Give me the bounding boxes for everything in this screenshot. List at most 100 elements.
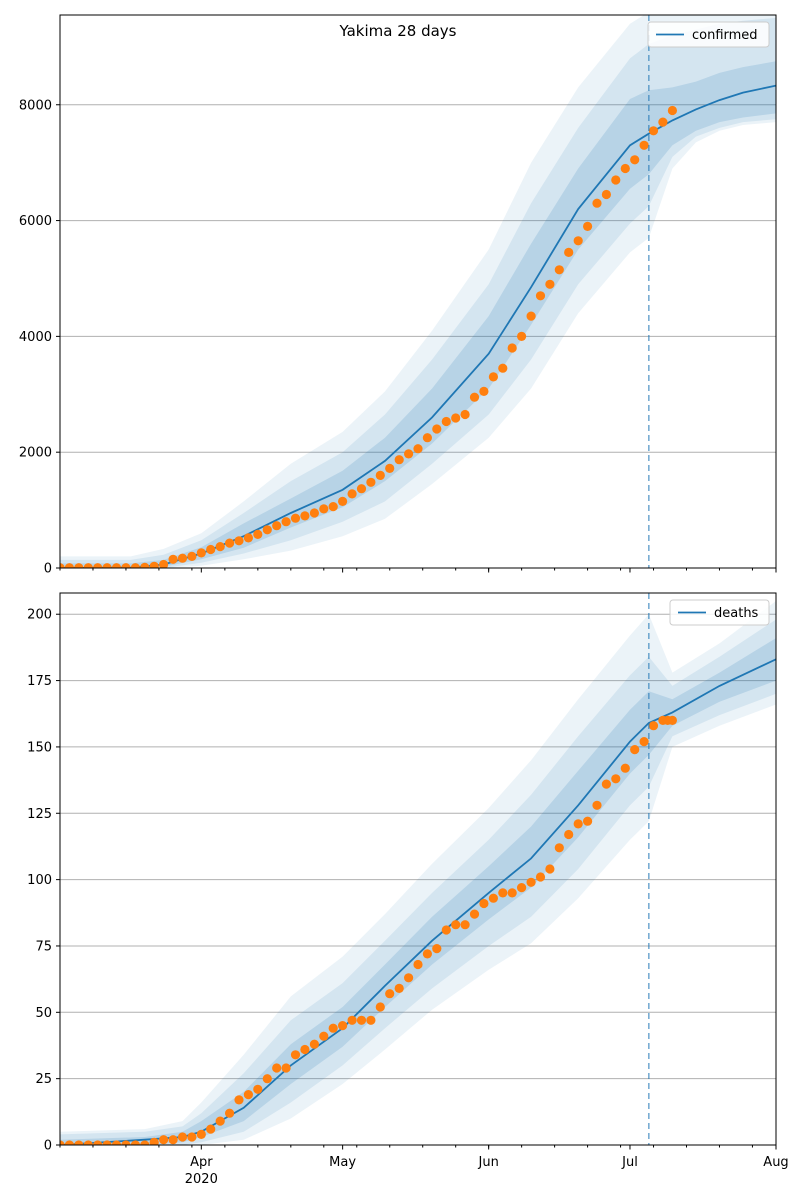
data-point [375,470,385,480]
data-point [187,551,197,562]
data-point [507,888,517,898]
y-tick-label: 200 [27,608,52,623]
uncertainty-band [60,17,776,568]
confirmed-panel: 0 2000 4000 6000 8000 confirmed [19,14,777,577]
data-point [601,189,612,200]
data-point [432,944,442,954]
deaths-panel: 0 25 50 75 100 125 150 175 200 Apr 2020 May Jun Jul Au… [27,592,789,1187]
data-point [432,424,442,434]
y-tick-label: 2000 [19,446,52,461]
x-tick-label: Jul [621,1155,638,1170]
data-point [451,413,461,423]
data-point [319,504,329,514]
x-tick-label: Jun [478,1155,499,1170]
y-tick-label: 100 [27,873,52,888]
data-point [262,1074,272,1084]
legend-label: deaths [714,606,759,621]
data-point [583,221,593,231]
data-point [469,392,480,402]
data-point [309,508,319,518]
data-point [168,1135,178,1145]
data-point [394,983,404,994]
data-point [564,829,574,840]
data-point [64,563,74,568]
data-point [573,819,583,829]
data-point [611,774,621,784]
x-tick-label: Aug [763,1155,788,1170]
data-point [385,463,395,473]
data-point [535,872,546,882]
plot-area [60,593,776,1145]
data-point [300,511,310,521]
data-point [253,529,263,540]
y-tick-label: 150 [27,740,52,755]
data-point [168,554,178,564]
chart-title: Yakima 28 days [339,22,457,40]
data-point [422,433,432,443]
data-point [517,883,527,893]
data-point [639,140,649,150]
data-point [74,1140,84,1145]
data-point [554,265,564,275]
legend: confirmed [647,21,770,48]
data-point [564,247,574,257]
data-point [601,779,612,789]
data-point [281,517,291,527]
data-point [74,563,84,568]
uncertainty-band [60,601,776,1145]
data-point [667,105,678,116]
data-point [413,959,423,970]
data-point [272,521,282,531]
data-point [385,989,395,999]
data-point [592,198,602,208]
data-point [356,484,367,494]
data-point [441,416,451,427]
data-point [488,372,498,382]
data-point [648,126,659,136]
data-point [338,496,348,506]
y-tick-label: 125 [27,807,52,822]
data-point [93,1140,103,1145]
data-point [140,1140,150,1145]
data-point [196,548,206,558]
data-point [404,449,414,459]
x-tick-label: May [329,1155,356,1170]
data-point [545,279,555,289]
data-point [517,331,527,341]
legend: deaths [669,599,770,626]
y-tick-label: 4000 [19,330,52,345]
y-tick-label: 25 [35,1072,52,1087]
x-tick-label: Apr [190,1155,213,1170]
data-point [215,1116,225,1126]
data-point [93,563,103,568]
data-point [658,117,668,127]
data-point [366,1015,376,1025]
data-point [177,1132,188,1142]
data-point [328,502,338,512]
data-point [667,715,678,726]
data-point [498,888,508,898]
data-point [309,1039,319,1049]
data-point [234,536,244,546]
data-point [535,291,546,301]
data-point [347,489,357,499]
data-point [121,1140,131,1145]
axes-frame [59,592,777,1146]
y-tick-label: 0 [44,1139,52,1154]
data-point [451,920,461,930]
x-tick-sublabel: 2020 [185,1172,218,1187]
data-point [488,893,498,903]
data-point [253,1084,263,1094]
data-point [290,513,301,523]
data-point [545,864,555,874]
uncertainty-band [60,619,776,1145]
data-point [554,843,564,853]
data-point [300,1044,310,1055]
y-tick-label: 50 [35,1006,52,1021]
data-point [611,175,621,185]
data-point [225,538,235,548]
uncertainty-band [60,61,776,568]
data-point [121,563,131,568]
data-point [356,1015,367,1025]
